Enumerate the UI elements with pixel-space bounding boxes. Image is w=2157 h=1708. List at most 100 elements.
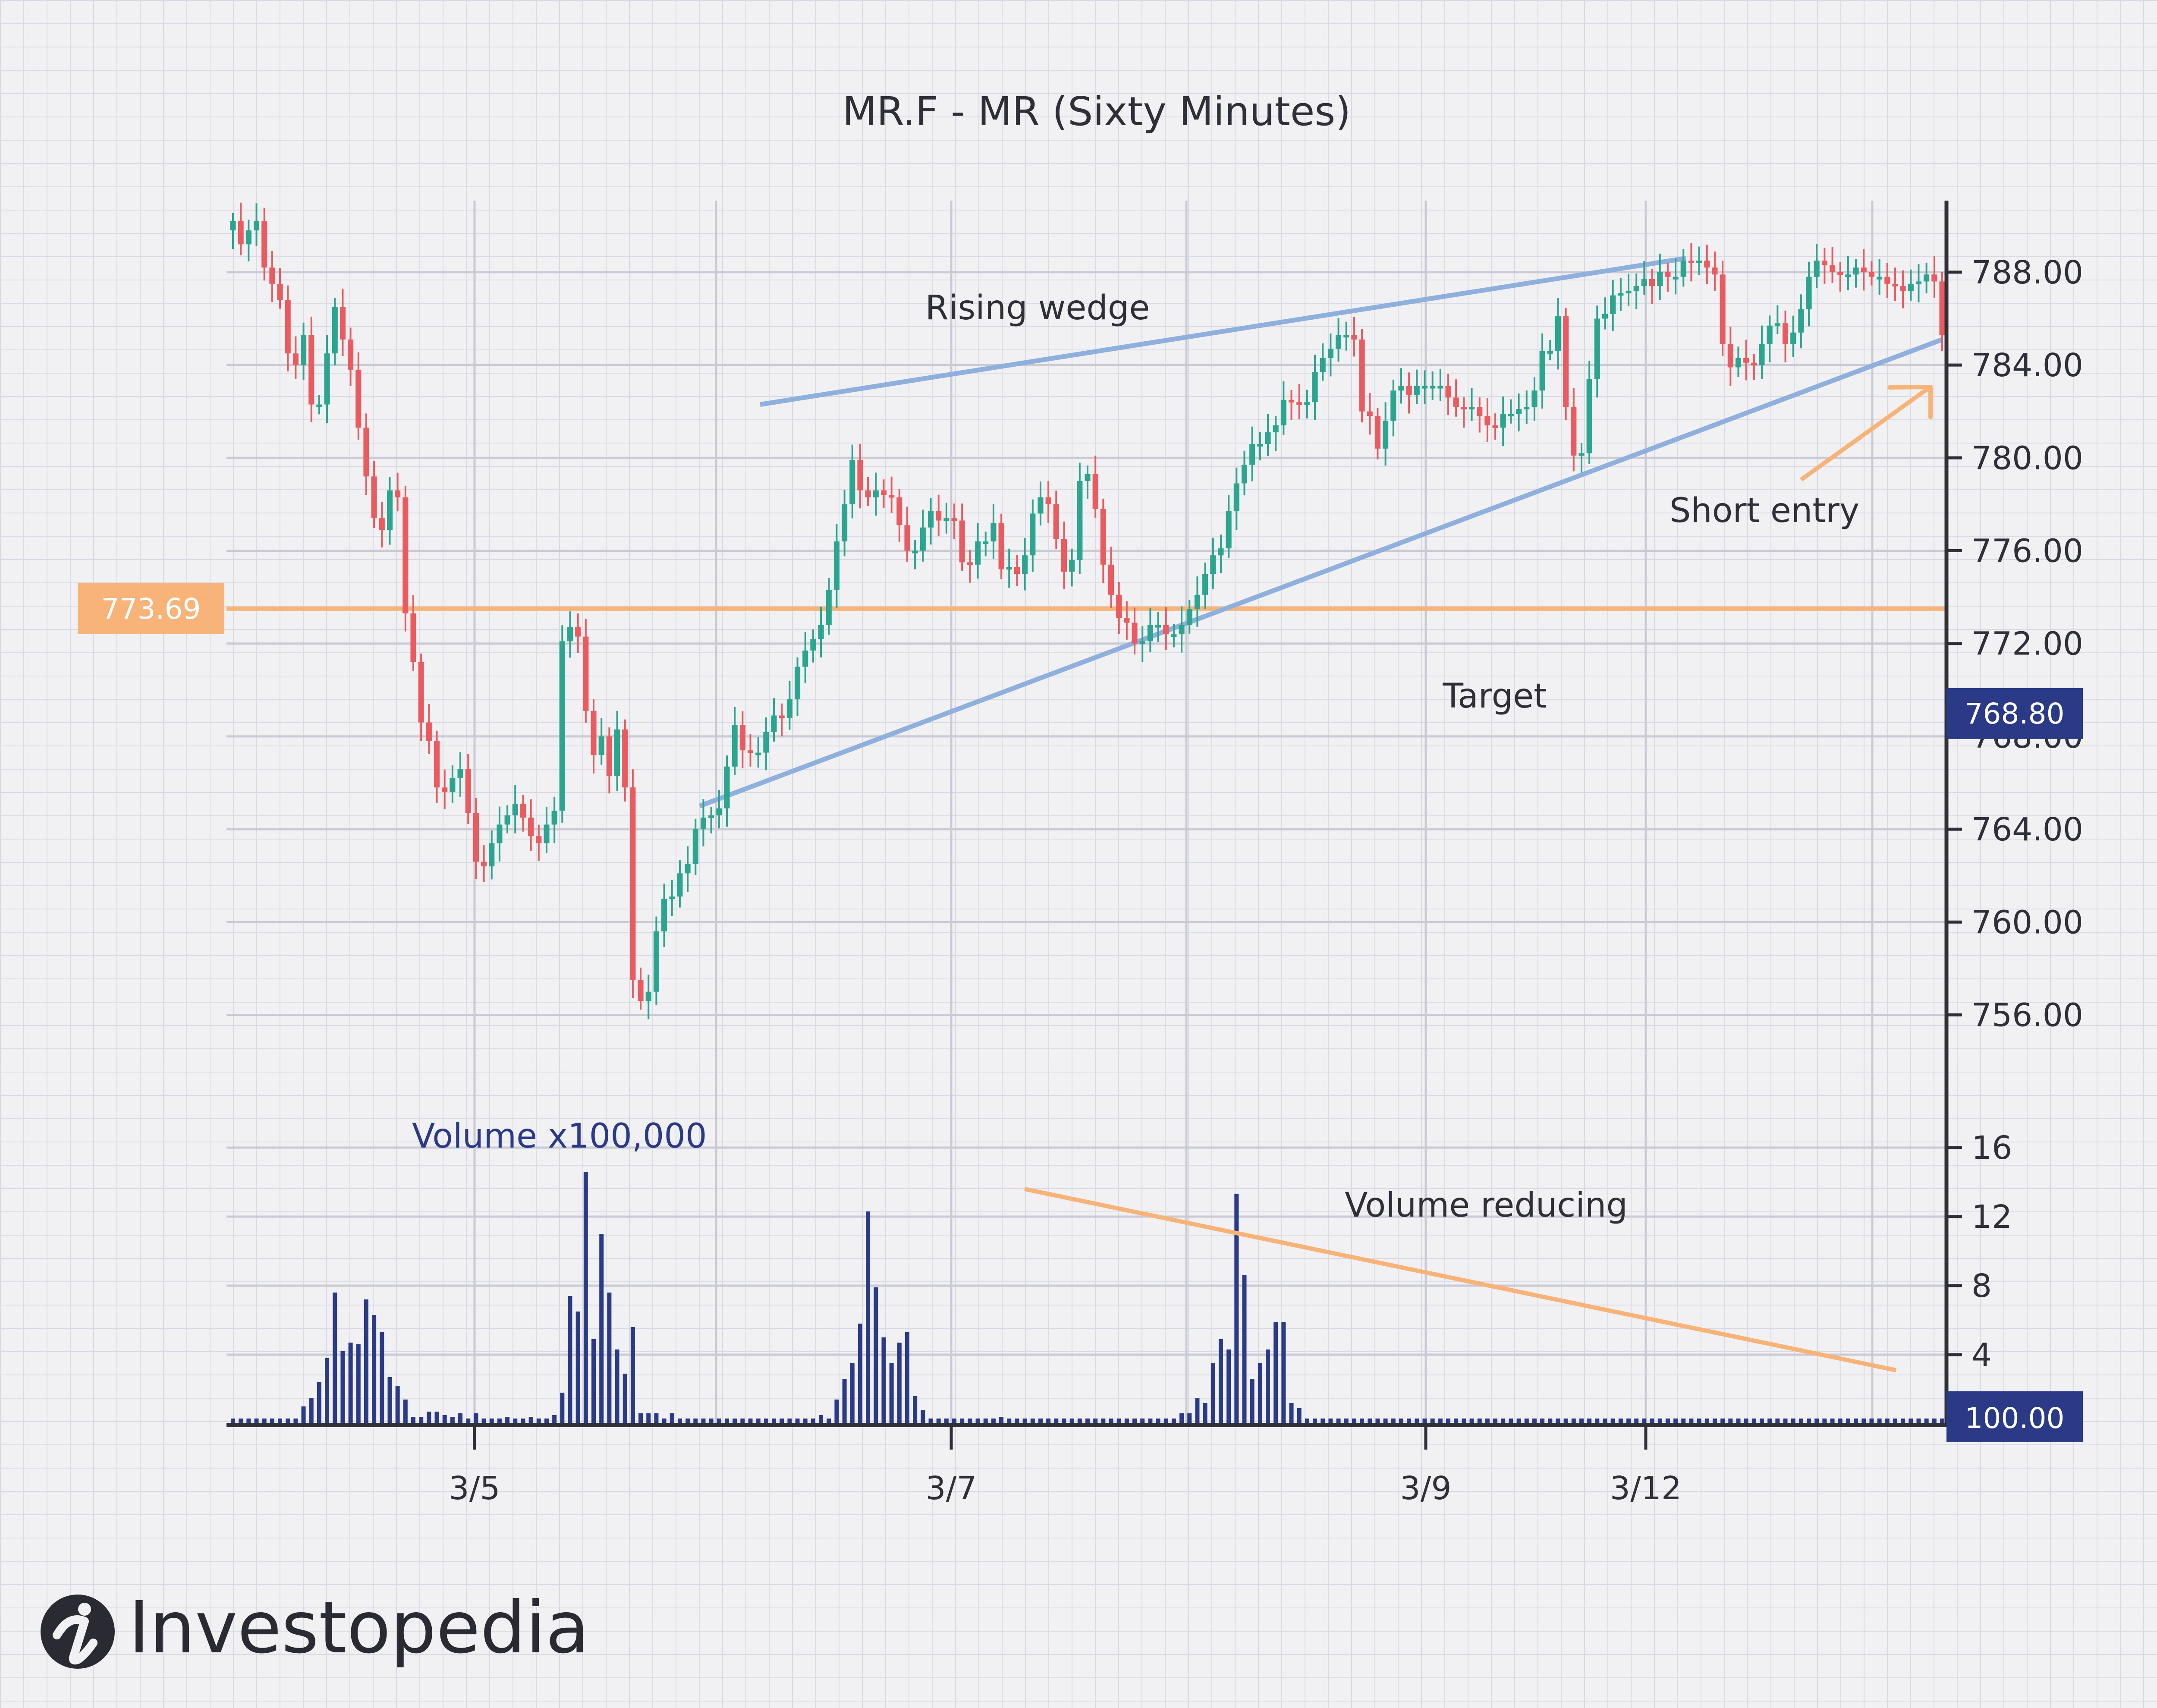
candle (1806, 261, 1812, 327)
candle-body (1641, 279, 1647, 286)
candle (1421, 370, 1428, 404)
candle (732, 707, 738, 775)
candle-body (1437, 386, 1443, 389)
candle (324, 335, 330, 423)
candle (1696, 246, 1702, 275)
candle (1790, 315, 1796, 357)
candle-body (1390, 390, 1396, 421)
volume-bar (1524, 1419, 1529, 1424)
candle-body (1453, 397, 1459, 407)
candle-body (442, 787, 448, 793)
volume-bar (1077, 1419, 1082, 1424)
candle-body (489, 843, 495, 867)
candle (1383, 402, 1389, 466)
volume-bar (364, 1299, 368, 1424)
candle (1085, 465, 1091, 499)
volume-bar (1540, 1419, 1545, 1424)
candle-body (1924, 274, 1930, 282)
target-annotation: Target (1442, 677, 1547, 716)
candle (1939, 272, 1945, 352)
volume-bar (262, 1419, 267, 1424)
volume-bar (1430, 1419, 1435, 1424)
volume-bar (395, 1386, 400, 1424)
candle (1468, 388, 1475, 421)
last-volume-label: 100.00 (1965, 1402, 2065, 1435)
candle (692, 818, 698, 875)
volume-bar (1751, 1419, 1756, 1424)
candle (1147, 608, 1153, 652)
candle-body (1304, 402, 1310, 405)
candle-body (1461, 406, 1467, 409)
volume-bar (701, 1419, 706, 1424)
candle (1821, 248, 1827, 284)
candle-body (786, 699, 792, 718)
candle-body (622, 729, 628, 788)
candle-body (1798, 309, 1804, 333)
candle-body (1853, 267, 1859, 275)
candle (1798, 294, 1804, 349)
candle-body (1359, 339, 1365, 412)
grid-lines (226, 201, 1946, 1425)
candle (1539, 333, 1545, 409)
price-line: 773.69 (78, 583, 1946, 634)
candle-body (1578, 453, 1585, 456)
volume-bar (474, 1413, 478, 1424)
candle (810, 629, 816, 663)
candle (998, 513, 1004, 579)
volume-bar (466, 1419, 471, 1424)
candle-body (1477, 406, 1483, 416)
candle-body (1257, 444, 1263, 447)
volume-bar (1642, 1419, 1647, 1424)
candle-body (849, 460, 855, 504)
last-volume-tag: 100.00 (1946, 1391, 2083, 1442)
candle (1743, 340, 1749, 381)
candle-body (661, 899, 667, 931)
candle (1727, 327, 1733, 386)
candle-body (771, 715, 777, 732)
candle-body (583, 636, 589, 711)
candle-body (1179, 625, 1185, 635)
volume-bar (1352, 1419, 1356, 1424)
volume-bar (999, 1417, 1004, 1424)
candle-body (465, 769, 471, 813)
candle (1155, 612, 1161, 642)
volume-bar (944, 1419, 949, 1424)
candle-body (1767, 325, 1773, 344)
volume-bar (1516, 1419, 1521, 1424)
volume-bar (1822, 1419, 1827, 1424)
candle (1641, 261, 1647, 295)
candle-body (1406, 386, 1412, 396)
candle (1045, 481, 1051, 523)
volume-bar (1438, 1419, 1443, 1424)
volume-bar (434, 1412, 439, 1424)
candle (1194, 576, 1200, 627)
candle-body (1484, 416, 1490, 425)
candle-body (716, 808, 722, 815)
volume-bar (1704, 1419, 1709, 1424)
volume-bar (1548, 1419, 1553, 1424)
candle-body (747, 750, 754, 753)
volume-bar (787, 1419, 792, 1424)
candle (1586, 361, 1592, 464)
candle-body (301, 335, 307, 365)
candle-body (1563, 316, 1569, 407)
volume-bar (764, 1419, 768, 1424)
volume-bar (489, 1419, 494, 1424)
candle-body (544, 824, 550, 843)
volume-bar (850, 1363, 855, 1424)
candle-body (1516, 409, 1522, 414)
volume-bar (403, 1400, 408, 1424)
candle (1179, 606, 1185, 653)
candle (1767, 315, 1773, 362)
candle-body (1006, 567, 1012, 570)
candle (739, 711, 745, 768)
candle-body (1727, 344, 1733, 368)
candle (395, 472, 401, 512)
volume-bar (1893, 1419, 1897, 1424)
volume-tick-label: 12 (1971, 1198, 2012, 1236)
candle-body (1383, 421, 1389, 449)
candle (551, 796, 557, 843)
candle-body (818, 625, 824, 639)
candle (842, 490, 848, 557)
volume-bar (1462, 1419, 1466, 1424)
